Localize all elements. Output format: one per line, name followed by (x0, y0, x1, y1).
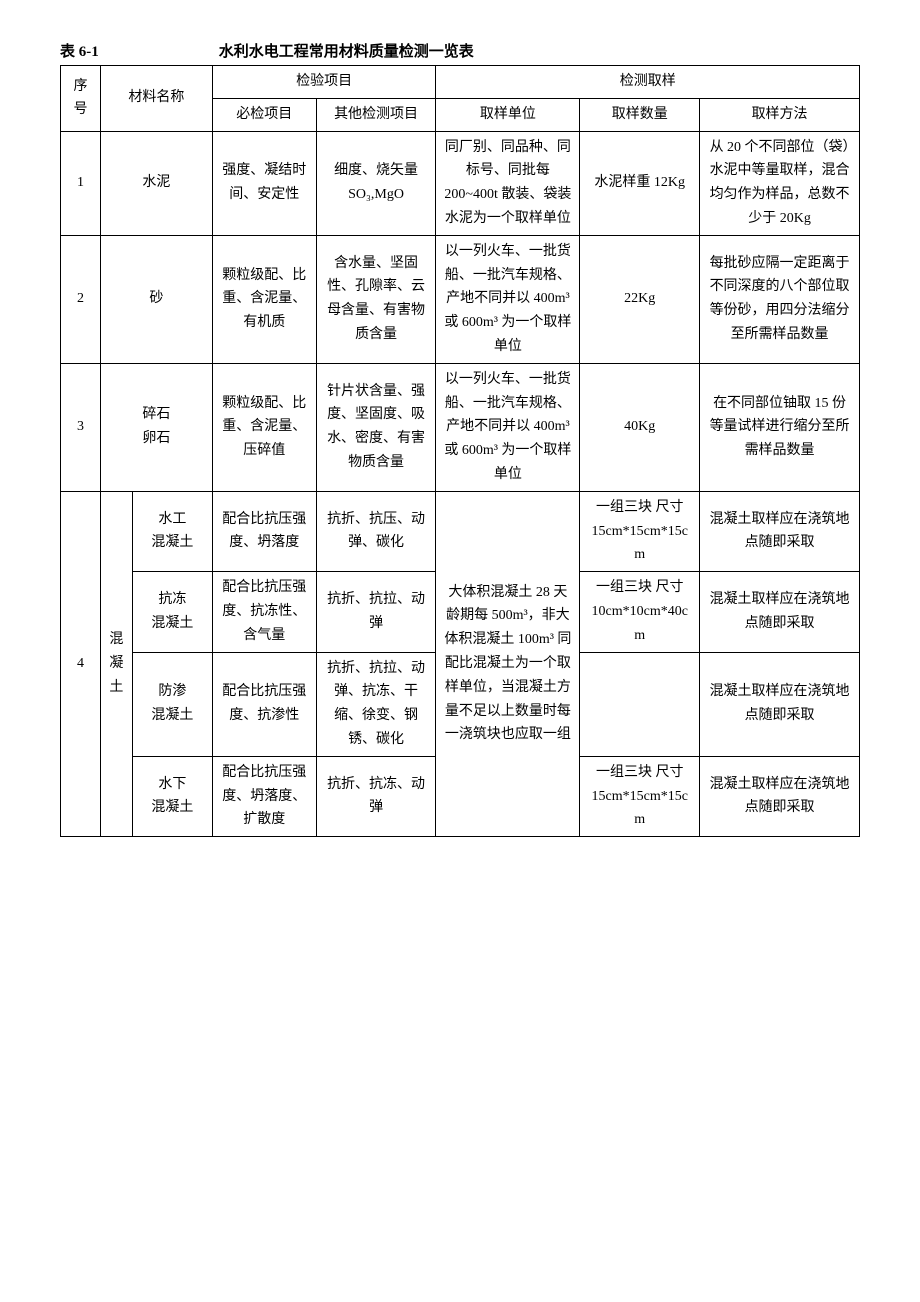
cell-qty: 一组三块 尺寸 15cm*15cm*15cm (580, 491, 700, 571)
header-sampling: 检测取样 (436, 66, 860, 99)
cell-other: 抗折、抗压、动弹、碳化 (316, 491, 436, 571)
cell-unit: 大体积混凝土 28 天龄期每 500m³，非大体积混凝土 100m³ 同配比混凝… (436, 491, 580, 836)
cell-method: 从 20 个不同部位（袋）水泥中等量取样，混合均匀作为样品，总数不少于 20Kg (700, 131, 860, 235)
cell-material-category: 混凝土 (100, 491, 132, 836)
header-sampling-method: 取样方法 (700, 98, 860, 131)
cell-seq: 1 (61, 131, 101, 235)
table-row: 1 水泥 强度、凝结时间、安定性 细度、烧矢量 SO₃,MgO 同厂别、同品种、… (61, 131, 860, 235)
cell-method: 混凝土取样应在浇筑地点随即采取 (700, 756, 860, 836)
cell-material: 砂 (100, 235, 212, 363)
cell-method: 在不同部位铀取 15 份等量试样进行缩分至所需样品数量 (700, 363, 860, 491)
cell-required: 配合比抗压强度、坍落度、扩散度 (212, 756, 316, 836)
cell-qty (580, 652, 700, 756)
cell-material-sub: 抗冻混凝土 (132, 572, 212, 652)
header-seq: 序号 (61, 66, 101, 132)
cell-qty: 40Kg (580, 363, 700, 491)
cell-qty: 一组三块 尺寸 10cm*10cm*40cm (580, 572, 700, 652)
cell-method: 混凝土取样应在浇筑地点随即采取 (700, 572, 860, 652)
cell-other: 抗折、抗拉、动弹、抗冻、干缩、徐变、钢锈、碳化 (316, 652, 436, 756)
cell-required: 配合比抗压强度、抗渗性 (212, 652, 316, 756)
materials-table: 序号 材料名称 检验项目 检测取样 必检项目 其他检测项目 取样单位 取样数量 … (60, 65, 860, 837)
cell-material-sub: 水下混凝土 (132, 756, 212, 836)
cell-material-sub: 防渗混凝土 (132, 652, 212, 756)
cell-qty: 水泥样重 12Kg (580, 131, 700, 235)
cell-required: 配合比抗压强度、坍落度 (212, 491, 316, 571)
cell-unit: 以一列火车、一批货船、一批汽车规格、产地不同并以 400m³ 或 600m³ 为… (436, 363, 580, 491)
table-header-row-1: 序号 材料名称 检验项目 检测取样 (61, 66, 860, 99)
cell-material-sub: 水工混凝土 (132, 491, 212, 571)
cell-qty: 一组三块 尺寸 15cm*15cm*15cm (580, 756, 700, 836)
cell-material: 碎石卵石 (100, 363, 212, 491)
cell-material: 水泥 (100, 131, 212, 235)
cell-method: 每批砂应隔一定距离于不同深度的八个部位取等份砂，用四分法缩分至所需样品数量 (700, 235, 860, 363)
cell-required: 颗粒级配、比重、含泥量、压碎值 (212, 363, 316, 491)
table-label: 表 6-1 (60, 40, 99, 61)
cell-unit: 以一列火车、一批货船、一批汽车规格、产地不同并以 400m³ 或 600m³ 为… (436, 235, 580, 363)
table-row: 2 砂 颗粒级配、比重、含泥量、有机质 含水量、坚固性、孔隙率、云母含量、有害物… (61, 235, 860, 363)
cell-qty: 22Kg (580, 235, 700, 363)
cell-required: 配合比抗压强度、抗冻性、含气量 (212, 572, 316, 652)
header-required-items: 必检项目 (212, 98, 316, 131)
cell-other: 含水量、坚固性、孔隙率、云母含量、有害物质含量 (316, 235, 436, 363)
cell-seq: 4 (61, 491, 101, 836)
cell-other: 抗折、抗拉、动弹 (316, 572, 436, 652)
cell-required: 颗粒级配、比重、含泥量、有机质 (212, 235, 316, 363)
cell-seq: 3 (61, 363, 101, 491)
cell-method: 混凝土取样应在浇筑地点随即采取 (700, 491, 860, 571)
cell-required: 强度、凝结时间、安定性 (212, 131, 316, 235)
header-material-name: 材料名称 (100, 66, 212, 132)
header-inspection-items: 检验项目 (212, 66, 436, 99)
header-sampling-qty: 取样数量 (580, 98, 700, 131)
table-title: 水利水电工程常用材料质量检测一览表 (219, 40, 474, 61)
table-row: 3 碎石卵石 颗粒级配、比重、含泥量、压碎值 针片状含量、强度、坚固度、吸水、密… (61, 363, 860, 491)
header-other-items: 其他检测项目 (316, 98, 436, 131)
header-sampling-unit: 取样单位 (436, 98, 580, 131)
cell-method: 混凝土取样应在浇筑地点随即采取 (700, 652, 860, 756)
cell-unit: 同厂别、同品种、同标号、同批每 200~400t 散装、袋装水泥为一个取样单位 (436, 131, 580, 235)
cell-other: 细度、烧矢量 SO₃,MgO (316, 131, 436, 235)
cell-seq: 2 (61, 235, 101, 363)
cell-other: 抗折、抗冻、动弹 (316, 756, 436, 836)
cell-other: 针片状含量、强度、坚固度、吸水、密度、有害物质含量 (316, 363, 436, 491)
table-row: 4 混凝土 水工混凝土 配合比抗压强度、坍落度 抗折、抗压、动弹、碳化 大体积混… (61, 491, 860, 571)
